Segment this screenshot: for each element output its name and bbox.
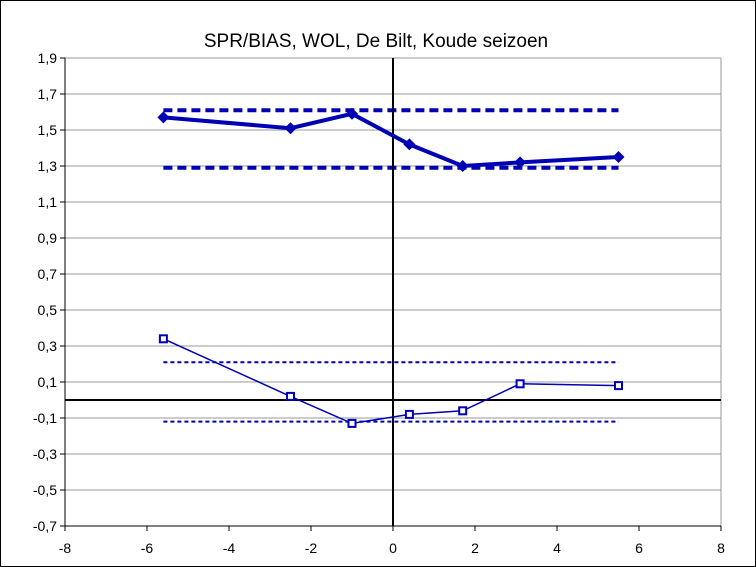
data-point-diamond bbox=[403, 138, 416, 151]
x-tick-label: -4 bbox=[223, 540, 236, 556]
data-point-square bbox=[347, 418, 357, 428]
data-point-diamond bbox=[456, 160, 469, 172]
x-tick-labels: -8 -6 -4 -2 0 2 4 6 8 bbox=[59, 540, 725, 556]
axes bbox=[60, 57, 722, 531]
y-tick-label: 0,1 bbox=[38, 374, 58, 390]
x-tick-label: 6 bbox=[635, 540, 643, 556]
y-tick-label: -0,3 bbox=[33, 446, 57, 462]
y-tick-label: -0,5 bbox=[33, 482, 57, 498]
data-point-square bbox=[458, 406, 468, 416]
data-point-square bbox=[404, 409, 414, 419]
data-point-diamond bbox=[612, 151, 625, 163]
reference-lines bbox=[163, 108, 619, 423]
y-tick-label: 0,5 bbox=[38, 302, 58, 318]
y-tick-label: 1,5 bbox=[38, 122, 58, 138]
x-tick-label: 4 bbox=[553, 540, 561, 556]
data-point-square bbox=[158, 334, 168, 344]
y-tick-label: 1,9 bbox=[38, 50, 58, 66]
data-point-diamond bbox=[346, 107, 358, 120]
series-line-square bbox=[163, 338, 619, 425]
y-tick-label: -0,7 bbox=[33, 518, 57, 534]
data-point-square bbox=[614, 381, 623, 391]
y-tick-label: 0,7 bbox=[38, 266, 58, 282]
y-tick-label: 1,3 bbox=[38, 158, 58, 174]
series-layer bbox=[157, 107, 625, 428]
y-tick-label: 0,9 bbox=[38, 230, 58, 246]
x-tick-label: -6 bbox=[141, 540, 154, 556]
y-tick-labels: 1,9 1,7 1,5 1,3 1,1 0,9 0,7 0,5 0,3 0,1 -0,1 -0,3 -0… bbox=[33, 50, 57, 534]
data-point-diamond bbox=[157, 111, 170, 124]
series-line-diamond bbox=[163, 111, 619, 169]
y-tick-label: 1,1 bbox=[38, 194, 58, 210]
x-tick-label: 0 bbox=[389, 540, 397, 556]
data-point-diamond bbox=[514, 156, 527, 169]
chart-title: SPR/BIAS, WOL, De Bilt, Koude seizoen bbox=[204, 31, 548, 52]
data-point-square bbox=[286, 391, 295, 401]
data-point-diamond bbox=[284, 122, 297, 135]
x-tick-label: -2 bbox=[305, 540, 318, 556]
y-tick-label: -0,1 bbox=[33, 410, 57, 426]
x-tick-label: 8 bbox=[717, 540, 725, 556]
x-tick-label: -8 bbox=[59, 540, 72, 556]
data-point-square bbox=[515, 379, 525, 389]
y-tick-label: 0,3 bbox=[38, 338, 58, 354]
y-tick-label: 1,7 bbox=[38, 86, 58, 102]
x-tick-label: 2 bbox=[471, 540, 479, 556]
